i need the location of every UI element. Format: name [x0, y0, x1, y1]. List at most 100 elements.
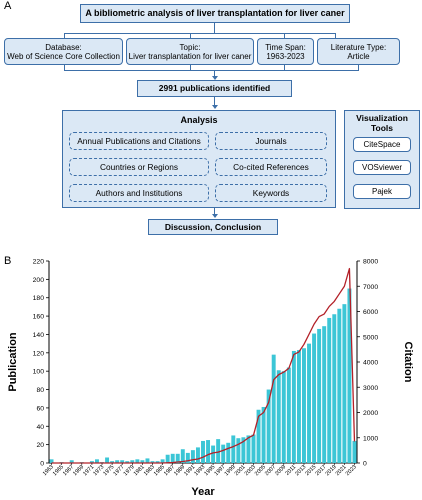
y2-axis-title: Citation [402, 342, 414, 383]
publication-bar [160, 459, 165, 463]
analysis-item-co-cited: Co-cited References [215, 158, 327, 176]
topic-label: Topic: [179, 42, 201, 52]
conclusion-text: Discussion, Conclusion [164, 221, 262, 232]
analysis-item-label: Annual Publications and Citations [77, 136, 201, 146]
publication-bar [206, 440, 211, 463]
publication-bar [342, 304, 347, 463]
arrow-down-icon [211, 105, 218, 109]
identified-text: 2991 publications identified [158, 83, 271, 93]
publication-bar [281, 371, 286, 463]
tool-citespace: CiteSpace [353, 137, 411, 152]
publication-bar [291, 350, 296, 463]
publication-bar [317, 328, 322, 463]
analysis-item-countries: Countries or Regions [69, 158, 209, 176]
y-tick-label: 200 [33, 277, 45, 284]
publication-bar [246, 435, 251, 463]
connector [284, 33, 286, 38]
connector [214, 70, 216, 76]
conclusion-box: Discussion, Conclusion [148, 219, 278, 235]
arrow-down-icon [211, 76, 218, 80]
connector [358, 65, 360, 70]
arrow-down-icon [211, 214, 218, 218]
y-tick-label: 120 [33, 350, 45, 357]
publication-bar [322, 326, 327, 463]
publication-bar [135, 459, 140, 463]
publication-bar [110, 461, 115, 463]
analysis-item-keywords: Keywords [215, 184, 327, 202]
connector [64, 33, 336, 35]
publication-bar [226, 442, 231, 463]
publication-bar [312, 333, 317, 463]
publication-bar [115, 460, 120, 463]
publication-bar [296, 350, 301, 463]
publication-bar [347, 288, 352, 463]
connector [214, 208, 216, 215]
database-value: Web of Science Core Collection [7, 51, 120, 61]
publication-bar [352, 440, 357, 463]
panel-label-a: A [4, 0, 12, 12]
publication-bar [221, 444, 226, 463]
tool-label: CiteSpace [363, 140, 401, 149]
publication-bar [120, 460, 125, 463]
publication-bar [125, 461, 130, 463]
connector [335, 33, 337, 38]
publication-bar [49, 459, 54, 463]
publication-bar [201, 440, 205, 463]
publication-bar [307, 343, 311, 463]
connector [284, 65, 286, 70]
flow-title: A bibliometric analysis of liver transpl… [85, 8, 345, 18]
identified-box: 2991 publications identified [137, 80, 292, 97]
database-label: Database: [45, 42, 82, 52]
publication-bar [261, 406, 266, 463]
x-tick-label: 2023 [345, 464, 358, 477]
analysis-item-label: Authors and Institutions [95, 188, 183, 198]
publication-bar [140, 460, 145, 463]
y-tick-label: 220 [33, 259, 45, 266]
tool-vosviewer: VOSviewer [353, 160, 411, 175]
tool-pajek: Pajek [353, 184, 411, 199]
timespan-box: Time Span: 1963-2023 [257, 38, 314, 65]
tool-label: Pajek [371, 187, 392, 196]
y-tick-label: 100 [33, 369, 45, 376]
y2-tick-label: 1000 [363, 435, 378, 442]
publication-bar [271, 354, 276, 463]
publication-bar [185, 452, 190, 463]
publication-bar [170, 453, 175, 463]
y-axis-title: Publication [7, 332, 19, 392]
y2-tick-label: 4000 [363, 360, 378, 367]
y-tick-label: 140 [33, 332, 45, 339]
timespan-label: Time Span: [265, 42, 306, 52]
publication-citation-chart: 0 20 40 60 80 100 120 140 160 180 200 220 0 1000 2000 3… [7, 259, 414, 499]
y2-tick-label: 8000 [363, 259, 378, 266]
y2-tick-label: 0 [363, 461, 367, 468]
y2-tick-label: 5000 [363, 334, 378, 341]
publication-bar [145, 458, 150, 463]
publication-bar [332, 314, 337, 463]
publication-bar [236, 438, 241, 463]
publication-bar [211, 445, 216, 463]
publication-bar [337, 308, 342, 463]
topic-box: Topic: Liver transplantation for liver c… [126, 38, 254, 65]
publication-bar [190, 450, 195, 463]
publication-bar [327, 317, 332, 463]
connector [190, 65, 192, 70]
connector [214, 23, 216, 33]
publication-bar [302, 348, 306, 463]
literature-type-box: Literature Type: Article [317, 38, 400, 65]
y2-tick-label: 6000 [363, 309, 378, 316]
connector [214, 97, 216, 105]
analysis-item-label: Journals [255, 136, 287, 146]
connector [190, 33, 192, 38]
flow-title-box: A bibliometric analysis of liver transpl… [80, 4, 350, 23]
x-axis-title: Year [191, 486, 215, 498]
y-tick-label: 40 [36, 424, 44, 431]
publication-bar [175, 453, 180, 463]
connector [64, 65, 66, 70]
y-tick-label: 160 [33, 314, 45, 321]
y-tick-label: 0 [40, 461, 44, 468]
publication-bar [95, 459, 99, 463]
tool-label: VOSviewer [361, 163, 402, 172]
publication-bar [231, 435, 236, 463]
publication-bar [165, 454, 170, 463]
analysis-item-authors: Authors and Institutions [69, 184, 209, 202]
